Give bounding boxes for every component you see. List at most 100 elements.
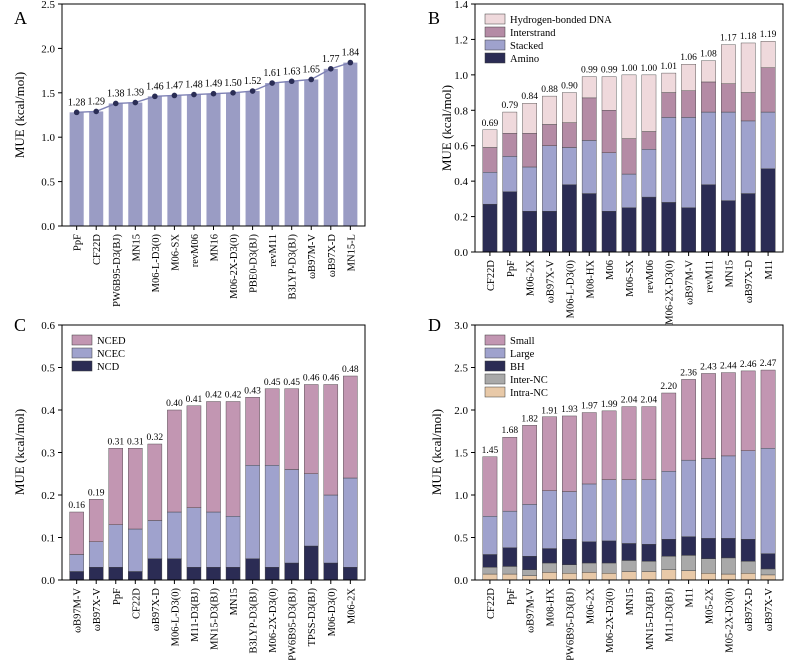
x-tick-label: M06-2X-D3(0) (268, 588, 279, 653)
legend-label: Amino (510, 54, 539, 65)
bar-segment-stacked (681, 117, 696, 208)
bar-segment-nced (108, 448, 123, 525)
bar-segment-interstrand (661, 92, 677, 118)
data-point (191, 91, 197, 98)
total-label: 0.45 (264, 378, 281, 388)
x-tick-label: PBE0-D3(BJ) (249, 233, 260, 292)
bar-segment-stacked (542, 145, 557, 212)
bar-segment-small (522, 425, 537, 505)
bar-segment-stacked (601, 152, 617, 212)
x-tick-label: M06-D3(0) (327, 588, 338, 637)
bar-segment-bh (482, 554, 498, 568)
x-tick-label: MN15-D3(BJ) (210, 588, 221, 650)
bar-segment-nced (206, 401, 221, 513)
x-tick-label: ωB97M-V (73, 588, 84, 633)
data-label: 1.39 (127, 88, 145, 99)
bar-segment-amino (701, 184, 716, 253)
total-label: 2.43 (700, 362, 717, 372)
panel-letter: B (428, 8, 440, 28)
bar-segment-amino (562, 184, 577, 253)
y-tick-label: 0.2 (454, 212, 468, 224)
bar-segment-hydrogen-bonded-dna (641, 74, 657, 132)
total-label: 1.06 (680, 53, 697, 63)
legend: Small Large BH Inter-NC Intra-NC (484, 334, 548, 399)
y-tick-label: 0.4 (41, 405, 55, 417)
legend-swatch (484, 373, 506, 385)
data-label: 1.29 (87, 96, 105, 107)
bar-segment-ncd (323, 562, 339, 581)
x-tick-label: TPSS-D3(BJ) (307, 588, 318, 647)
bar-segment-ncec (69, 554, 84, 572)
y-tick-label: 2.0 (454, 405, 468, 417)
bar-segment-nced (147, 443, 163, 521)
bar-segment-ncec (284, 469, 299, 564)
y-tick-label: 2.5 (454, 363, 468, 375)
bar-segment-amino (721, 200, 736, 253)
total-label: 1.93 (561, 405, 578, 415)
x-tick-label: ωB97X-D (744, 588, 755, 631)
bar-segment-ncd (245, 558, 260, 581)
bar-segment-bh (721, 538, 736, 559)
bar-segment-nced (264, 388, 280, 466)
total-label: 1.97 (581, 402, 598, 412)
x-tick-label: M08-HX (585, 260, 596, 299)
total-label: 1.45 (482, 446, 499, 456)
bar-segment-large (562, 491, 577, 540)
data-point (249, 88, 256, 94)
bar-segment-interstrand (740, 92, 756, 122)
data-label: 1.50 (224, 78, 242, 89)
total-label: 1.01 (660, 62, 677, 72)
x-tick-label: M06-L-D3(0) (151, 234, 162, 293)
y-tick-label: 3.0 (454, 320, 468, 332)
bar-segment-ncec (264, 465, 280, 568)
bar-segment-interstrand (621, 138, 637, 175)
data-label: 1.48 (185, 80, 203, 91)
total-label: 1.00 (641, 64, 658, 74)
x-tick-label: M11-D3(BJ) (665, 587, 676, 641)
y-tick-label: 1.0 (41, 132, 55, 144)
bar-segment-inter-nc (661, 556, 677, 571)
bar-segment-ncec (147, 520, 163, 559)
bar-segment-intra-nc (721, 573, 736, 581)
bar-segment-ncd (147, 558, 163, 581)
total-label: 0.42 (205, 391, 222, 401)
y-tick-label: 1.5 (454, 448, 468, 460)
y-axis-label: MUE (kcal/mol) (12, 72, 27, 158)
x-tick-label: M06-L-D3(0) (565, 260, 576, 319)
y-tick-label: 0.5 (454, 533, 468, 545)
bar-segment-intra-nc (621, 571, 637, 581)
total-label: 1.82 (521, 414, 538, 424)
legend-swatch (71, 347, 93, 359)
data-point (288, 78, 295, 85)
bar-segment-small (621, 406, 637, 480)
data-label: 1.65 (302, 64, 320, 75)
legend: NCED NCEC NCD (71, 334, 126, 373)
data-point (269, 80, 275, 86)
y-tick-label: 0.2 (41, 490, 55, 502)
x-tick-label: MN15 (131, 234, 142, 261)
bar-segment-ncec (88, 541, 104, 568)
y-tick-label: 1.0 (454, 70, 468, 82)
y-tick-label: 0.6 (454, 141, 468, 153)
bar-segment-inter-nc (641, 561, 657, 572)
bar-segment-inter-nc (621, 560, 637, 572)
bar-segment-amino (740, 193, 756, 253)
bar-segment-hydrogen-bonded-dna (721, 44, 736, 84)
total-label: 1.99 (601, 400, 618, 410)
bar-segment-bh (661, 539, 677, 557)
total-label: 2.46 (740, 360, 757, 370)
bar-segment-interstrand (502, 133, 518, 157)
data-label: 1.84 (342, 48, 360, 59)
bar-segment-interstrand (681, 90, 696, 118)
x-tick-label: revM11 (268, 234, 279, 267)
bar-segment-ncd (128, 571, 143, 581)
data-label: 1.46 (146, 81, 164, 92)
bar-segment-large (760, 448, 776, 554)
bar-segment-ncec (323, 494, 339, 564)
bar-segment-hydrogen-bonded-dna (522, 102, 537, 134)
x-tick-label: M06-2X-D3(0) (605, 588, 616, 653)
bar-segment-interstrand (601, 110, 617, 153)
bar-segment-ncd (264, 567, 280, 581)
bar-segment-amino (482, 203, 498, 253)
